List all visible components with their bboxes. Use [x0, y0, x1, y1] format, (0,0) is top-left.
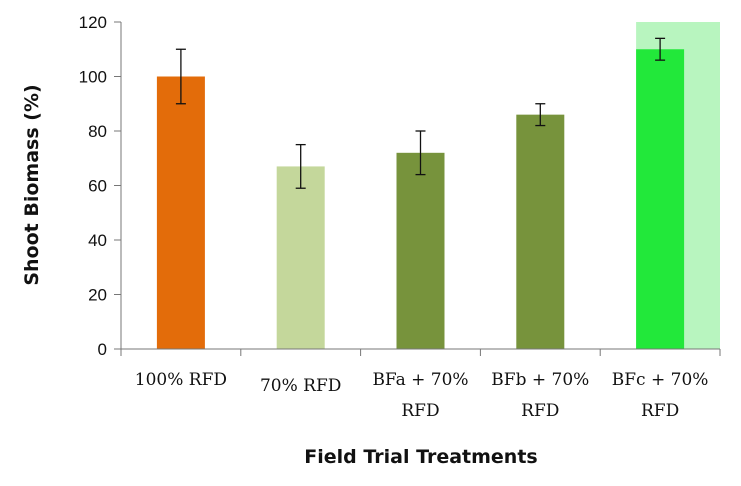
bar: [156, 76, 205, 349]
y-tick-label: 0: [98, 340, 107, 359]
bar: [516, 114, 565, 350]
x-ticks-group: [120, 349, 721, 356]
x-category-label: BFa + 70%: [372, 370, 468, 390]
x-category-label: 70% RFD: [260, 376, 341, 396]
y-tick-label: 120: [79, 13, 107, 32]
error-bars-group: [175, 37, 666, 189]
y-tick-label: 80: [88, 122, 107, 141]
bar: [396, 152, 445, 349]
y-tick-label: 100: [79, 68, 107, 87]
x-category-label: RFD: [521, 401, 559, 421]
category-labels-group: 100% RFD 70% RFD BFa + 70% RFD BFb + 70% RFD B…: [135, 370, 709, 421]
x-category-label: RFD: [401, 401, 439, 421]
bar: [276, 166, 325, 349]
x-category-label: 100% RFD: [135, 370, 227, 390]
y-ticks-group: 0 20 40 60 80 100 120: [79, 13, 121, 359]
x-category-label: RFD: [641, 401, 679, 421]
y-tick-label: 40: [88, 231, 107, 250]
y-axis-title: Shoot Biomass (%): [21, 84, 43, 285]
y-tick-label: 60: [88, 177, 107, 196]
x-category-label: BFc + 70%: [612, 370, 709, 390]
bars-group: [156, 49, 685, 350]
y-tick-label: 20: [88, 286, 107, 305]
x-category-label: BFb + 70%: [491, 370, 589, 390]
x-axis-title: Field Trial Treatments: [304, 446, 537, 468]
bar: [636, 49, 685, 349]
